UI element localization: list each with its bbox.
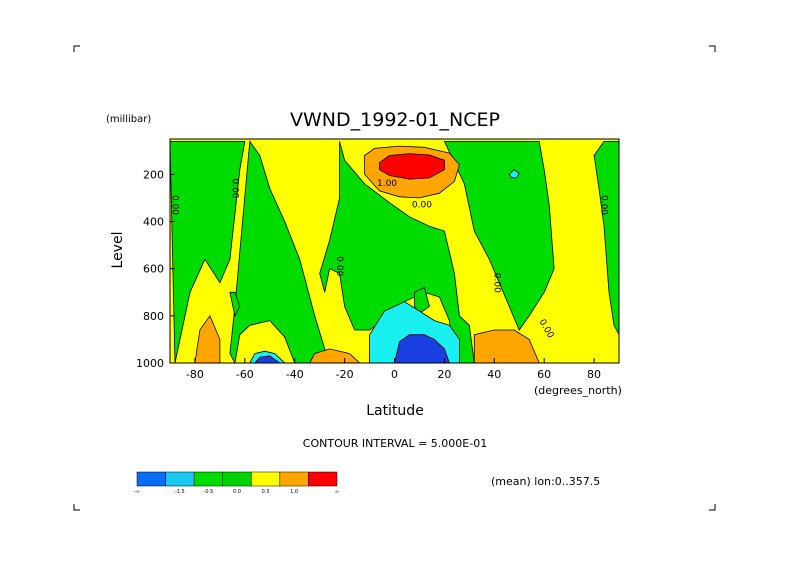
crop-mark-bottom-right [709, 504, 716, 511]
contour-label: 1.00 [377, 179, 397, 189]
contour-region-neg_weak [508, 169, 520, 179]
x-tick-label: 0 [391, 368, 398, 381]
x-tick-label: 80 [587, 368, 601, 381]
colorbar-label: -∞ [134, 489, 140, 495]
crop-mark-top-left [73, 45, 80, 52]
crop-mark-top-right [709, 45, 716, 52]
contour-label: 0.00 [599, 195, 609, 215]
contour-label: 0.00 [169, 195, 179, 215]
contour-region-orange [473, 329, 540, 363]
x-unit-label: (degrees_north) [534, 384, 622, 397]
plot-area: 0.000.001.000.000.000.000.000.00 -80 -60-… [136, 138, 620, 381]
mean-note: (mean) lon:0..357.5 [491, 475, 600, 488]
contour-region-orange [194, 314, 221, 363]
contour-interval-text: CONTOUR INTERVAL = 5.000E-01 [303, 437, 487, 450]
y-tick-label: 200 [143, 168, 164, 181]
contour-label: 0.00 [229, 178, 239, 198]
contour-region-orange [309, 348, 361, 363]
colorbar: -∞ -1.5 -0.5 0.0 0.5 1.0 ∞ [134, 471, 339, 495]
colorbar-swatch [165, 471, 195, 487]
x-tick-label: 20 [437, 368, 451, 381]
colorbar-swatch [251, 471, 281, 487]
x-tick-label: 60 [537, 368, 551, 381]
colorbar-label: 0.5 [262, 489, 270, 495]
y-axis-label: Level [110, 232, 126, 269]
colorbar-swatch [222, 471, 252, 487]
crop-mark-bottom-left [73, 504, 80, 511]
contour-region-green [229, 291, 241, 317]
colorbar-label: 1.0 [290, 489, 298, 495]
colorbar-label: ∞ [335, 489, 339, 495]
x-axis-label: Latitude [366, 403, 424, 419]
colorbar-label: 0.0 [233, 489, 241, 495]
x-tick-label: 40 [487, 368, 501, 381]
contour-region-green [170, 140, 246, 363]
contour-region-green [319, 141, 475, 363]
y-tick-label: 1000 [136, 357, 164, 370]
contour-region-red [379, 153, 445, 180]
x-tick-label: -60 [236, 368, 254, 381]
contour-fills [170, 139, 619, 363]
contour-region-green [443, 140, 555, 331]
contour-label: 0.00 [334, 256, 344, 276]
colorbar-label: -1.5 [175, 489, 185, 495]
colorbar-swatch [308, 471, 338, 487]
crop-marks [73, 45, 716, 511]
contour-region-green [593, 140, 619, 335]
contour-label: 0.00 [412, 200, 432, 210]
y-tick-label: 800 [143, 310, 164, 323]
contour-region-neg_strong [254, 355, 281, 363]
contour-region-green [414, 286, 430, 315]
contour-region-neg_strong [394, 334, 450, 363]
x-ticks: -80 -60 -40 -20 0 20 40 60 80 [186, 358, 601, 381]
chart-title: VWND_1992-01_NCEP [290, 109, 500, 131]
x-tick-label: -40 [286, 368, 304, 381]
contour-label: 0.00 [491, 273, 501, 293]
x-tick-label: -20 [336, 368, 354, 381]
x-tick-label: -80 [186, 368, 204, 381]
colorbar-swatch [279, 471, 309, 487]
y-tick-label: 600 [143, 263, 164, 276]
colorbar-label: -0.5 [204, 489, 214, 495]
y-tick-label: 400 [143, 216, 164, 229]
contour-region-green [229, 140, 336, 363]
colorbar-swatch [193, 471, 223, 487]
colorbar-swatch [136, 471, 166, 487]
y-unit-label: (millibar) [106, 114, 151, 125]
y-ticks: 200 400 600 800 1000 [136, 168, 175, 370]
